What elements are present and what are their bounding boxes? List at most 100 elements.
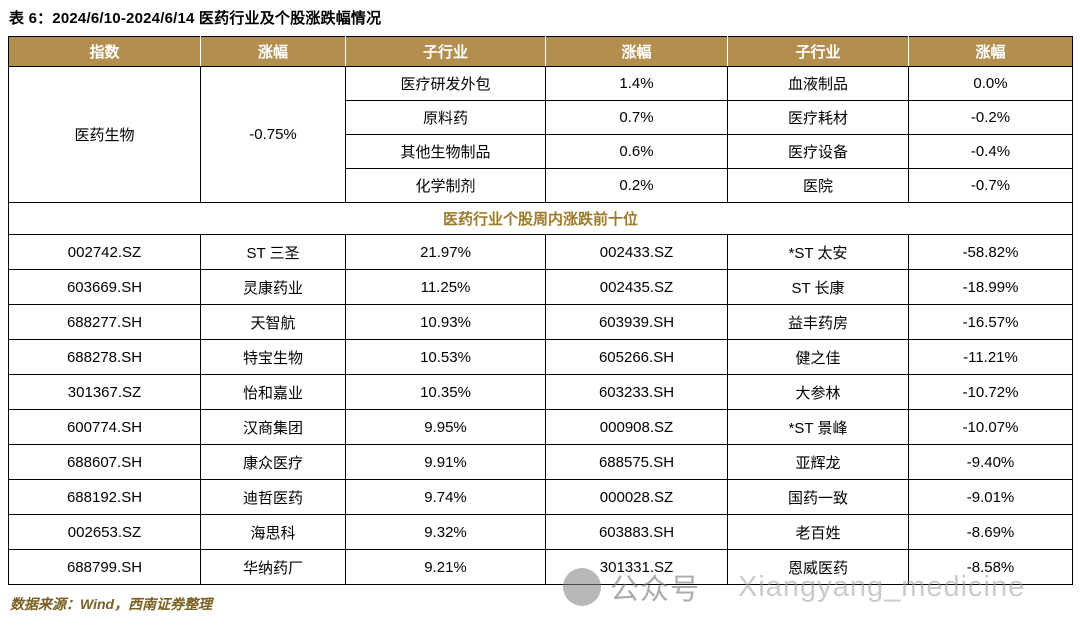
sub-industry-change: -0.7%: [908, 168, 1073, 203]
stock-code: 603233.SH: [545, 374, 728, 410]
stock-change: 21.97%: [345, 234, 546, 270]
stock-code: 688607.SH: [8, 444, 201, 480]
stock-row: 688277.SH 天智航 10.93% 603939.SH 益丰药房 -16.…: [8, 304, 1073, 340]
stock-change: -8.58%: [908, 549, 1073, 585]
stock-code: 000028.SZ: [545, 479, 728, 515]
report-page: 表 6：2024/6/10-2024/6/14 医药行业及个股涨跌幅情况 指数 …: [8, 10, 1073, 612]
stock-change: -11.21%: [908, 339, 1073, 375]
stock-row: 688607.SH 康众医疗 9.91% 688575.SH 亚辉龙 -9.40…: [8, 444, 1073, 480]
data-source-note: 数据来源：Wind，西南证券整理: [10, 596, 213, 612]
stock-change: 10.93%: [345, 304, 546, 340]
stock-name: ST 三圣: [200, 234, 346, 270]
stock-name: 健之佳: [727, 339, 909, 375]
industry-row: 其他生物制品 0.6% 医疗设备 -0.4%: [9, 134, 1073, 169]
stock-code: 603669.SH: [8, 269, 201, 305]
stock-name: 灵康药业: [200, 269, 346, 305]
sub-industry-name: 医院: [727, 168, 909, 203]
stock-change: -10.07%: [908, 409, 1073, 445]
industry-row: 医药生物 -0.75% 医疗研发外包 1.4% 血液制品 0.0%: [8, 66, 1073, 203]
sub-industry-change: 0.0%: [908, 66, 1073, 101]
stock-name: 迪哲医药: [200, 479, 346, 515]
stock-row: 688192.SH 迪哲医药 9.74% 000028.SZ 国药一致 -9.0…: [8, 479, 1073, 515]
stock-code: 002742.SZ: [8, 234, 201, 270]
sub-industry-name: 血液制品: [727, 66, 909, 101]
stock-row: 688278.SH 特宝生物 10.53% 605266.SH 健之佳 -11.…: [8, 339, 1073, 375]
stock-code: 000908.SZ: [545, 409, 728, 445]
table-title: 表 6：2024/6/10-2024/6/14 医药行业及个股涨跌幅情况: [9, 10, 382, 27]
stock-name: *ST 太安: [727, 234, 909, 270]
stock-code: 603883.SH: [545, 514, 728, 550]
sub-industry-change: -0.2%: [908, 100, 1073, 135]
stock-code: 688575.SH: [545, 444, 728, 480]
col-header-sub-industry: 子行业: [727, 36, 909, 67]
sub-industry-name: 化学制剂: [345, 168, 546, 203]
stock-change: 9.32%: [345, 514, 546, 550]
stock-name: 益丰药房: [727, 304, 909, 340]
stock-name: 怡和嘉业: [200, 374, 346, 410]
section-title-row: 医药行业个股周内涨跌前十位: [8, 202, 1073, 235]
stock-change: 10.53%: [345, 339, 546, 375]
col-header-sub-industry: 子行业: [345, 36, 546, 67]
col-header-change: 涨幅: [200, 36, 346, 67]
stock-name: 华纳药厂: [200, 549, 346, 585]
stock-name: 恩威医药: [727, 549, 909, 585]
industry-row: 化学制剂 0.2% 医院 -0.7%: [9, 168, 1073, 203]
index-change: -0.75%: [200, 66, 346, 203]
index-name: 医药生物: [8, 66, 201, 203]
col-header-change: 涨幅: [908, 36, 1073, 67]
main-table: 指数 涨幅 子行业 涨幅 子行业 涨幅 医药生物 -0.75% 医疗研发外包 1…: [8, 36, 1073, 585]
sub-industry-name: 医疗耗材: [727, 100, 909, 135]
sub-industry-name: 其他生物制品: [345, 134, 546, 169]
stock-change: 11.25%: [345, 269, 546, 305]
stock-change: -18.99%: [908, 269, 1073, 305]
stock-name: 康众医疗: [200, 444, 346, 480]
stock-row: 002653.SZ 海思科 9.32% 603883.SH 老百姓 -8.69%: [8, 514, 1073, 550]
col-header-index: 指数: [8, 36, 201, 67]
sub-industry-name: 医疗研发外包: [345, 66, 546, 101]
stock-name: 国药一致: [727, 479, 909, 515]
stock-code: 688278.SH: [8, 339, 201, 375]
stock-name: 天智航: [200, 304, 346, 340]
header-row: 指数 涨幅 子行业 涨幅 子行业 涨幅: [8, 36, 1073, 67]
stock-code: 688192.SH: [8, 479, 201, 515]
sub-industry-change: -0.4%: [908, 134, 1073, 169]
sub-industry-name: 原料药: [345, 100, 546, 135]
stock-name: 汉商集团: [200, 409, 346, 445]
industry-row: 原料药 0.7% 医疗耗材 -0.2%: [9, 100, 1073, 135]
stock-code: 301331.SZ: [545, 549, 728, 585]
stock-change: -9.01%: [908, 479, 1073, 515]
stock-row: 688799.SH 华纳药厂 9.21% 301331.SZ 恩威医药 -8.5…: [8, 549, 1073, 585]
stock-code: 688277.SH: [8, 304, 201, 340]
stock-code: 301367.SZ: [8, 374, 201, 410]
stock-change: -10.72%: [908, 374, 1073, 410]
stock-change: 9.91%: [345, 444, 546, 480]
stock-code: 002433.SZ: [545, 234, 728, 270]
stock-name: 特宝生物: [200, 339, 346, 375]
stock-row: 603669.SH 灵康药业 11.25% 002435.SZ ST 长康 -1…: [8, 269, 1073, 305]
stock-change: 9.21%: [345, 549, 546, 585]
stock-name: ST 长康: [727, 269, 909, 305]
sub-industry-name: 医疗设备: [727, 134, 909, 169]
stock-code: 002435.SZ: [545, 269, 728, 305]
stock-change: 9.95%: [345, 409, 546, 445]
stock-change: -8.69%: [908, 514, 1073, 550]
stock-name: 大参林: [727, 374, 909, 410]
section-title: 医药行业个股周内涨跌前十位: [8, 202, 1073, 235]
stock-change: -9.40%: [908, 444, 1073, 480]
sub-industry-change: 1.4%: [545, 66, 728, 101]
stock-code: 603939.SH: [545, 304, 728, 340]
stock-change: -16.57%: [908, 304, 1073, 340]
stock-row: 002742.SZ ST 三圣 21.97% 002433.SZ *ST 太安 …: [8, 234, 1073, 270]
stock-name: *ST 景峰: [727, 409, 909, 445]
stock-change: -58.82%: [908, 234, 1073, 270]
sub-industry-change: 0.7%: [545, 100, 728, 135]
stock-change: 10.35%: [345, 374, 546, 410]
stock-code: 002653.SZ: [8, 514, 201, 550]
sub-industry-change: 0.6%: [545, 134, 728, 169]
stock-code: 688799.SH: [8, 549, 201, 585]
stock-code: 600774.SH: [8, 409, 201, 445]
col-header-change: 涨幅: [545, 36, 728, 67]
sub-industry-change: 0.2%: [545, 168, 728, 203]
stock-change: 9.74%: [345, 479, 546, 515]
stock-row: 600774.SH 汉商集团 9.95% 000908.SZ *ST 景峰 -1…: [8, 409, 1073, 445]
